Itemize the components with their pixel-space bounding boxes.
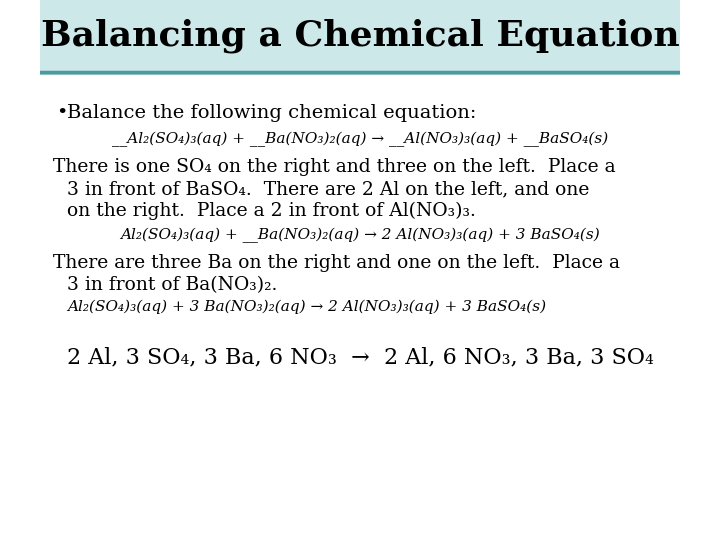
Text: There are three Ba on the right and one on the left.  Place a: There are three Ba on the right and one … [53,254,620,272]
Text: Balancing a Chemical Equation: Balancing a Chemical Equation [40,19,680,53]
Text: 2 Al, 3 SO₄, 3 Ba, 6 NO₃  →  2 Al, 6 NO₃, 3 Ba, 3 SO₄: 2 Al, 3 SO₄, 3 Ba, 6 NO₃ → 2 Al, 6 NO₃, … [66,346,654,368]
Text: •: • [56,104,68,122]
Text: 3 in front of Ba(NO₃)₂.: 3 in front of Ba(NO₃)₂. [67,276,277,294]
Text: There is one SO₄ on the right and three on the left.  Place a: There is one SO₄ on the right and three … [53,158,616,176]
Text: on the right.  Place a 2 in front of Al(NO₃)₃.: on the right. Place a 2 in front of Al(N… [67,202,476,220]
Text: __Al₂(SO₄)₃(aq) + __Ba(NO₃)₂(aq) → __Al(NO₃)₃(aq) + __BaSO₄(s): __Al₂(SO₄)₃(aq) + __Ba(NO₃)₂(aq) → __Al(… [112,132,608,147]
Text: Balance the following chemical equation:: Balance the following chemical equation: [67,104,477,122]
Text: 3 in front of BaSO₄.  There are 2 Al on the left, and one: 3 in front of BaSO₄. There are 2 Al on t… [67,180,590,198]
Text: Al₂(SO₄)₃(aq) + __Ba(NO₃)₂(aq) → 2 Al(NO₃)₃(aq) + 3 BaSO₄(s): Al₂(SO₄)₃(aq) + __Ba(NO₃)₂(aq) → 2 Al(NO… [120,228,600,243]
FancyBboxPatch shape [40,0,680,72]
Text: Al₂(SO₄)₃(aq) + 3 Ba(NO₃)₂(aq) → 2 Al(NO₃)₃(aq) + 3 BaSO₄(s): Al₂(SO₄)₃(aq) + 3 Ba(NO₃)₂(aq) → 2 Al(NO… [67,300,546,314]
